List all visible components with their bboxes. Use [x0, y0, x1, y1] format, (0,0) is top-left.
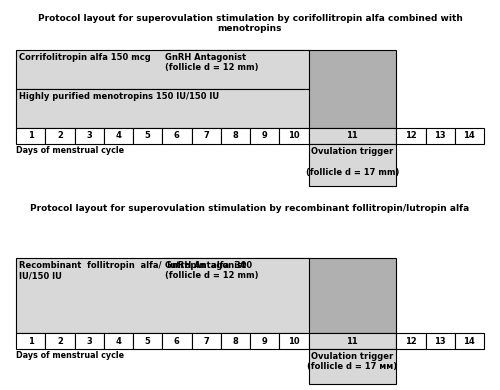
Bar	[250, 333, 279, 349]
Bar	[221, 333, 250, 349]
Text: Ovulation trigger

(follicle d = 17 mm): Ovulation trigger (follicle d = 17 mm)	[306, 147, 399, 177]
Text: Protocol layout for superovulation stimulation by corifollitropin alfa combined : Protocol layout for superovulation stimu…	[38, 14, 463, 34]
Bar	[16, 128, 45, 144]
Text: GnRH Antagonist
(follicle d = 12 mm): GnRH Antagonist (follicle d = 12 mm)	[165, 261, 259, 280]
Bar	[192, 333, 221, 349]
Text: Corrifolitropin alfa 150 mcg: Corrifolitropin alfa 150 mcg	[19, 53, 151, 62]
Bar	[45, 333, 74, 349]
Bar	[279, 128, 308, 144]
Bar	[221, 128, 250, 144]
Text: 5: 5	[144, 337, 150, 346]
Bar	[396, 128, 426, 144]
Text: 14: 14	[464, 337, 475, 346]
Text: 11: 11	[346, 337, 358, 346]
Bar	[45, 128, 74, 144]
Text: 2: 2	[57, 337, 63, 346]
Bar	[133, 128, 162, 144]
Bar	[162, 258, 396, 333]
Text: 12: 12	[405, 337, 417, 346]
Bar	[162, 333, 192, 349]
Bar	[455, 128, 484, 144]
Text: 8: 8	[232, 131, 238, 140]
Bar	[162, 128, 192, 144]
Bar	[455, 333, 484, 349]
Text: 11: 11	[346, 131, 358, 140]
Text: 6: 6	[174, 337, 180, 346]
Bar	[16, 333, 45, 349]
Bar	[74, 128, 104, 144]
Bar	[308, 333, 396, 349]
Text: 1: 1	[28, 337, 34, 346]
Bar	[250, 128, 279, 144]
Bar	[396, 333, 426, 349]
Bar	[16, 50, 308, 89]
Text: 10: 10	[288, 131, 300, 140]
Text: 7: 7	[203, 131, 209, 140]
Bar	[104, 333, 133, 349]
Text: 6: 6	[174, 131, 180, 140]
Bar	[426, 333, 455, 349]
Bar	[192, 128, 221, 144]
Text: 4: 4	[116, 131, 121, 140]
Bar	[308, 349, 396, 384]
Text: 2: 2	[57, 131, 63, 140]
Text: 9: 9	[262, 131, 268, 140]
Text: Highly purified menotropins 150 IU/150 IU: Highly purified menotropins 150 IU/150 I…	[19, 92, 219, 101]
Text: 8: 8	[232, 337, 238, 346]
Text: 4: 4	[116, 337, 121, 346]
Bar	[279, 333, 308, 349]
Text: 13: 13	[434, 337, 446, 346]
Bar	[104, 128, 133, 144]
Text: Days of menstrual cycle: Days of menstrual cycle	[16, 351, 124, 360]
Text: Recombinant  follitropin  alfa/  lutropin  alfa  300
IU/150 IU: Recombinant follitropin alfa/ lutropin a…	[19, 261, 252, 280]
Text: GnRH Antagonist
(follicle d = 12 mm): GnRH Antagonist (follicle d = 12 mm)	[165, 53, 259, 73]
Text: 9: 9	[262, 337, 268, 346]
Text: 10: 10	[288, 337, 300, 346]
Bar	[426, 128, 455, 144]
Text: Ovulation trigger
(follicle d = 17 мм): Ovulation trigger (follicle d = 17 мм)	[308, 352, 398, 371]
Text: 3: 3	[86, 337, 92, 346]
Text: 3: 3	[86, 131, 92, 140]
Bar	[308, 144, 396, 186]
Text: 14: 14	[464, 131, 475, 140]
Text: Protocol layout for superovulation stimulation by recombinant follitropin/lutrop: Protocol layout for superovulation stimu…	[30, 204, 469, 213]
Bar	[16, 89, 308, 128]
Text: Days of menstrual cycle: Days of menstrual cycle	[16, 146, 124, 155]
Bar	[16, 258, 308, 333]
Bar	[133, 333, 162, 349]
Bar	[162, 50, 396, 128]
Text: 1: 1	[28, 131, 34, 140]
Text: 5: 5	[144, 131, 150, 140]
Bar	[308, 128, 396, 144]
Bar	[74, 333, 104, 349]
Text: 7: 7	[203, 337, 209, 346]
Text: 13: 13	[434, 131, 446, 140]
Text: 12: 12	[405, 131, 417, 140]
